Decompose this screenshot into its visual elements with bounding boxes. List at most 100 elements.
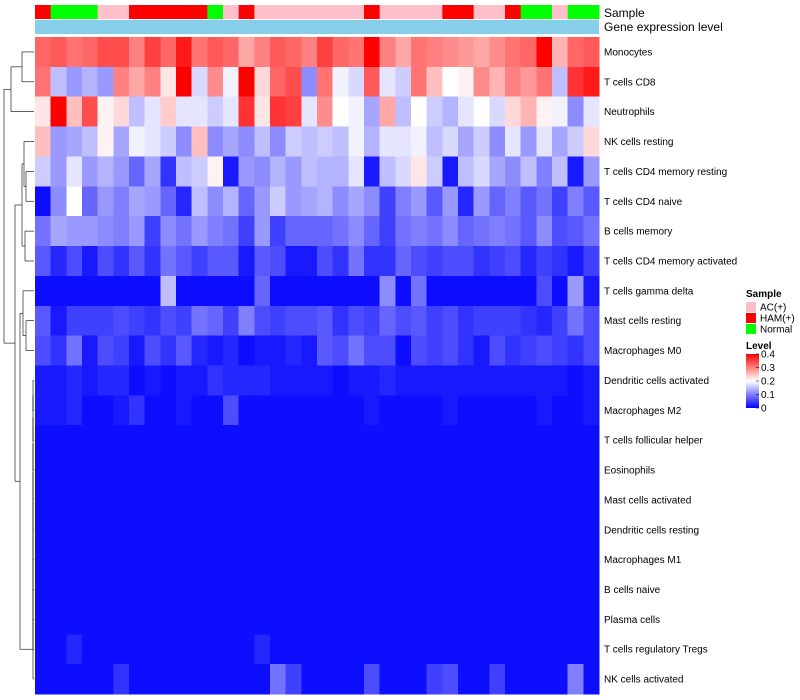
level-ticks: 0.4 0.3 0.2 0.1 0 (756, 350, 775, 415)
heatmap-cell (35, 305, 52, 337)
heatmap-cell (129, 514, 146, 546)
heatmap-cell (520, 305, 537, 337)
legend: Sample AC(+)HAM(+)Normal Level 0.4 0.3 0.2… (746, 289, 795, 415)
heatmap-cell (332, 634, 349, 665)
heatmap-cell (113, 66, 130, 98)
sample-cell (583, 5, 600, 19)
sample-cell (191, 5, 208, 19)
heatmap-cell (567, 664, 584, 695)
heatmap-cell (473, 455, 490, 486)
heatmap-cell (160, 544, 177, 575)
heatmap-cell (238, 335, 255, 366)
heatmap-cell (426, 574, 443, 605)
heatmap-cell (176, 246, 193, 277)
heatmap-cell (129, 275, 146, 307)
heatmap-cell (254, 455, 271, 486)
heatmap-cell (332, 305, 349, 337)
heatmap-cell (473, 544, 490, 575)
heatmap-cell (254, 246, 271, 277)
heatmap-cell (144, 455, 161, 486)
heatmap-cell (176, 484, 193, 516)
sample-cell (285, 5, 302, 19)
heatmap-cell (238, 275, 255, 307)
heatmap-cell (411, 246, 428, 277)
heatmap-cell (317, 305, 334, 337)
heatmap-cell (254, 216, 271, 247)
heatmap-cell (583, 186, 600, 217)
heatmap-cell (301, 634, 318, 665)
heatmap-cell (129, 156, 146, 187)
heatmap-cell (411, 514, 428, 546)
heatmap-cell (50, 126, 67, 157)
heatmap-cell (364, 484, 381, 516)
heatmap-cell (285, 634, 302, 665)
heatmap-cell (505, 186, 522, 217)
heatmap-cell (426, 305, 443, 337)
heatmap-cell (50, 246, 67, 277)
heatmap-cell (411, 96, 428, 127)
heatmap-cell (583, 305, 600, 337)
heatmap-cell (489, 156, 506, 187)
heatmap-cell (458, 664, 475, 695)
heatmap-cell (97, 455, 114, 486)
heatmap-cell (238, 484, 255, 516)
heatmap-cell (301, 484, 318, 516)
sample-cell (223, 5, 240, 19)
heatmap-cell (223, 395, 240, 426)
sample-cell (395, 5, 412, 19)
level-legend-title: Level (746, 341, 772, 352)
heatmap-cell (442, 664, 459, 695)
heatmap-cell (332, 335, 349, 366)
heatmap-cell (301, 574, 318, 605)
heatmap-cell (332, 126, 349, 157)
heatmap-cell (379, 425, 396, 456)
heatmap-cell (317, 216, 334, 247)
heatmap-cell (35, 574, 52, 605)
heatmap-cell (536, 664, 553, 695)
heatmap-cell (270, 126, 287, 157)
heatmap-cell (348, 425, 365, 456)
heatmap-cell (238, 604, 255, 635)
heatmap-cell (332, 216, 349, 247)
heatmap-cell (301, 246, 318, 277)
heatmap-cell (379, 395, 396, 426)
heatmap-cell (191, 305, 208, 337)
heatmap-cell (160, 37, 177, 68)
heatmap-cell (379, 574, 396, 605)
row-label: T cells regulatory Tregs (604, 645, 708, 656)
heatmap-cell (348, 544, 365, 575)
heatmap-cell (270, 455, 287, 486)
heatmap-cell (536, 484, 553, 516)
heatmap-cell (66, 305, 83, 337)
heatmap-cell (82, 455, 99, 486)
heatmap-cell (348, 96, 365, 127)
heatmap-cell (66, 275, 83, 307)
heatmap-cell (113, 574, 130, 605)
heatmap-cell (207, 275, 224, 307)
heatmap-cell (66, 395, 83, 426)
heatmap-cell (50, 544, 67, 575)
heatmap-cell (160, 365, 177, 396)
row-label: Dendritic cells activated (604, 376, 709, 387)
heatmap-cell (160, 186, 177, 217)
heatmap-cell (97, 484, 114, 516)
heatmap-cell (567, 574, 584, 605)
heatmap-cell (395, 484, 412, 516)
heatmap-cell (489, 544, 506, 575)
heatmap-cell (50, 514, 67, 546)
heatmap-cell (473, 425, 490, 456)
level-tick-label: 0.1 (761, 390, 775, 401)
heatmap-cell (536, 395, 553, 426)
heatmap-cell (285, 455, 302, 486)
heatmap-cell (458, 335, 475, 366)
heatmap-cell (317, 574, 334, 605)
heatmap-cell (254, 574, 271, 605)
heatmap-cell (129, 664, 146, 695)
heatmap-cell (207, 604, 224, 635)
heatmap-cell (395, 634, 412, 665)
heatmap-cell (489, 126, 506, 157)
heatmap-cell (207, 455, 224, 486)
heatmap-cell (379, 37, 396, 68)
heatmap-cell (473, 514, 490, 546)
heatmap-cell (458, 66, 475, 98)
